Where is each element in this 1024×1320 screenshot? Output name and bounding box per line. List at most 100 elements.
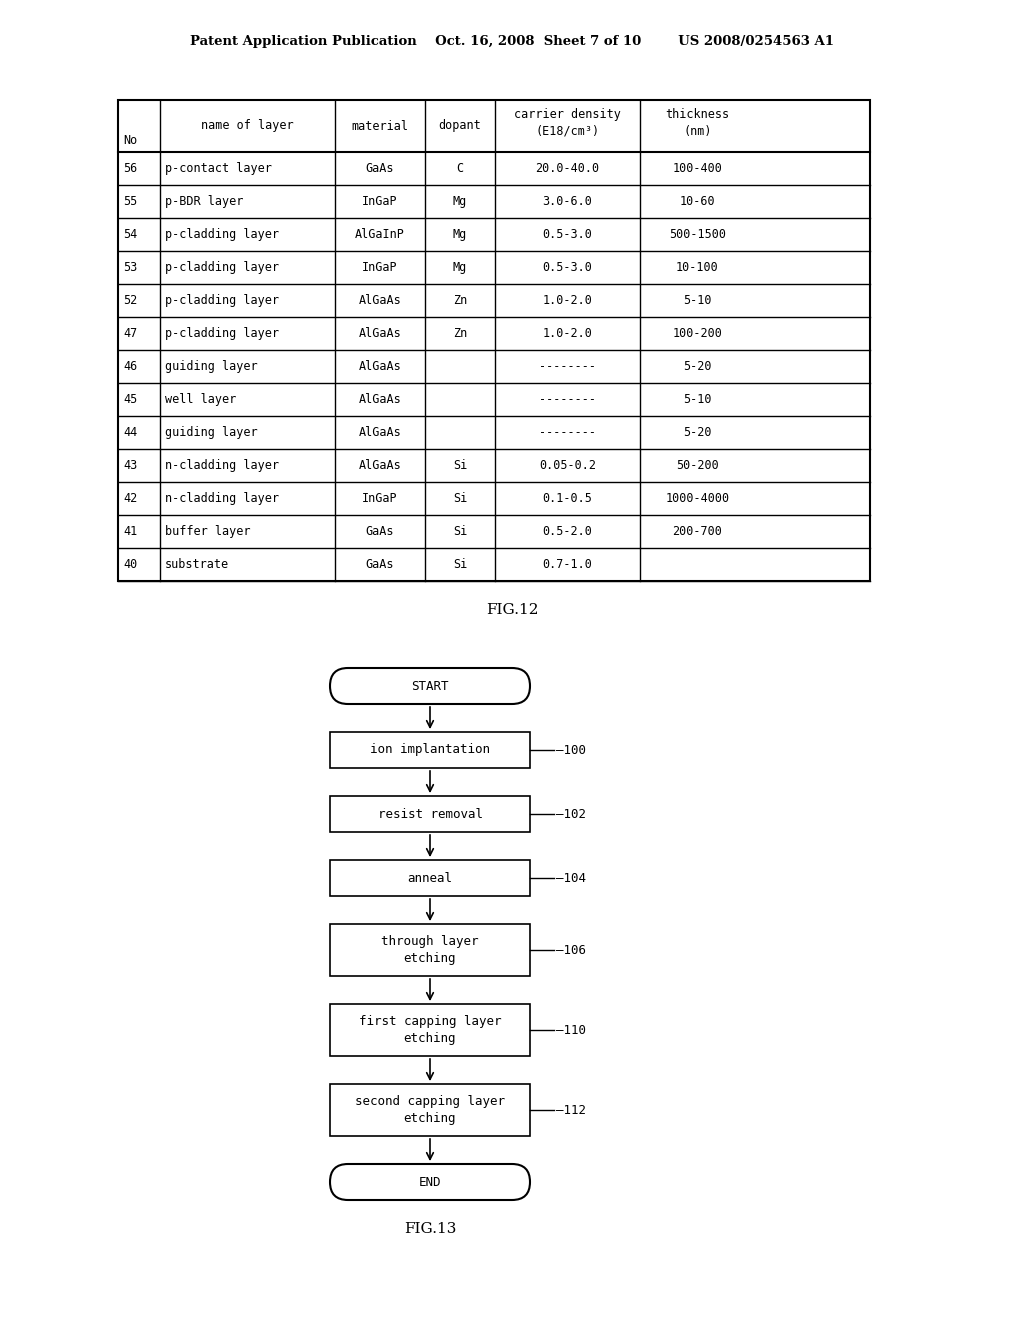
Text: START: START bbox=[412, 680, 449, 693]
Text: —106: —106 bbox=[556, 944, 586, 957]
Text: AlGaAs: AlGaAs bbox=[358, 360, 401, 374]
Text: 200-700: 200-700 bbox=[673, 525, 723, 539]
Text: AlGaAs: AlGaAs bbox=[358, 294, 401, 308]
Text: 54: 54 bbox=[123, 228, 137, 242]
Text: Zn: Zn bbox=[453, 294, 467, 308]
Text: AlGaAs: AlGaAs bbox=[358, 393, 401, 407]
Bar bbox=[330, 733, 530, 768]
Text: 500-1500: 500-1500 bbox=[669, 228, 726, 242]
Text: 5-20: 5-20 bbox=[683, 360, 712, 374]
Text: —110: —110 bbox=[556, 1023, 586, 1036]
Text: 1.0-2.0: 1.0-2.0 bbox=[543, 327, 593, 341]
Text: GaAs: GaAs bbox=[366, 558, 394, 572]
Text: 5-20: 5-20 bbox=[683, 426, 712, 440]
Text: 1.0-2.0: 1.0-2.0 bbox=[543, 294, 593, 308]
Text: 56: 56 bbox=[123, 162, 137, 176]
Text: —112: —112 bbox=[556, 1104, 586, 1117]
Text: n-cladding layer: n-cladding layer bbox=[165, 492, 279, 506]
Text: 0.5-2.0: 0.5-2.0 bbox=[543, 525, 593, 539]
Bar bbox=[330, 796, 530, 832]
Text: substrate: substrate bbox=[165, 558, 229, 572]
Text: Si: Si bbox=[453, 525, 467, 539]
Text: FIG.12: FIG.12 bbox=[485, 603, 539, 616]
Text: second capping layer
etching: second capping layer etching bbox=[355, 1096, 505, 1125]
Text: Mg: Mg bbox=[453, 228, 467, 242]
Text: guiding layer: guiding layer bbox=[165, 426, 258, 440]
Text: 45: 45 bbox=[123, 393, 137, 407]
Bar bbox=[118, 100, 870, 581]
Text: 42: 42 bbox=[123, 492, 137, 506]
Text: AlGaInP: AlGaInP bbox=[355, 228, 404, 242]
Text: buffer layer: buffer layer bbox=[165, 525, 251, 539]
Text: Mg: Mg bbox=[453, 261, 467, 275]
Text: Zn: Zn bbox=[453, 327, 467, 341]
Text: —100: —100 bbox=[556, 743, 586, 756]
Text: 100-200: 100-200 bbox=[673, 327, 723, 341]
Text: InGaP: InGaP bbox=[362, 261, 397, 275]
Text: Si: Si bbox=[453, 492, 467, 506]
Bar bbox=[330, 1005, 530, 1056]
Text: 0.5-3.0: 0.5-3.0 bbox=[543, 228, 593, 242]
Text: well layer: well layer bbox=[165, 393, 237, 407]
Text: 0.7-1.0: 0.7-1.0 bbox=[543, 558, 593, 572]
Text: —102: —102 bbox=[556, 808, 586, 821]
Text: 5-10: 5-10 bbox=[683, 393, 712, 407]
Text: InGaP: InGaP bbox=[362, 195, 397, 209]
Text: 0.5-3.0: 0.5-3.0 bbox=[543, 261, 593, 275]
Text: GaAs: GaAs bbox=[366, 525, 394, 539]
Bar bbox=[330, 924, 530, 975]
Text: first capping layer
etching: first capping layer etching bbox=[358, 1015, 502, 1045]
Text: 55: 55 bbox=[123, 195, 137, 209]
Text: 0.05-0.2: 0.05-0.2 bbox=[539, 459, 596, 473]
Text: 43: 43 bbox=[123, 459, 137, 473]
Text: p-cladding layer: p-cladding layer bbox=[165, 294, 279, 308]
Text: 5-10: 5-10 bbox=[683, 294, 712, 308]
Text: Si: Si bbox=[453, 558, 467, 572]
Text: FIG.13: FIG.13 bbox=[403, 1222, 456, 1236]
Text: END: END bbox=[419, 1176, 441, 1188]
Text: GaAs: GaAs bbox=[366, 162, 394, 176]
Text: 10-60: 10-60 bbox=[680, 195, 716, 209]
Bar bbox=[330, 861, 530, 896]
Text: 44: 44 bbox=[123, 426, 137, 440]
Text: p-cladding layer: p-cladding layer bbox=[165, 327, 279, 341]
Text: AlGaAs: AlGaAs bbox=[358, 426, 401, 440]
Text: --------: -------- bbox=[539, 426, 596, 440]
Text: p-cladding layer: p-cladding layer bbox=[165, 261, 279, 275]
Text: --------: -------- bbox=[539, 393, 596, 407]
Text: 50-200: 50-200 bbox=[676, 459, 719, 473]
Text: 0.1-0.5: 0.1-0.5 bbox=[543, 492, 593, 506]
Text: guiding layer: guiding layer bbox=[165, 360, 258, 374]
Text: Si: Si bbox=[453, 459, 467, 473]
Text: name of layer: name of layer bbox=[201, 120, 294, 132]
Text: 10-100: 10-100 bbox=[676, 261, 719, 275]
Text: Mg: Mg bbox=[453, 195, 467, 209]
Text: through layer
etching: through layer etching bbox=[381, 935, 479, 965]
Text: 100-400: 100-400 bbox=[673, 162, 723, 176]
Text: 46: 46 bbox=[123, 360, 137, 374]
Text: C: C bbox=[457, 162, 464, 176]
Text: carrier density
(E18/cm³): carrier density (E18/cm³) bbox=[514, 108, 621, 139]
Text: anneal: anneal bbox=[408, 871, 453, 884]
Text: —104: —104 bbox=[556, 871, 586, 884]
Text: 3.0-6.0: 3.0-6.0 bbox=[543, 195, 593, 209]
Text: No: No bbox=[123, 135, 137, 147]
Text: 47: 47 bbox=[123, 327, 137, 341]
Text: 41: 41 bbox=[123, 525, 137, 539]
Text: thickness
(nm): thickness (nm) bbox=[666, 108, 729, 139]
Text: 20.0-40.0: 20.0-40.0 bbox=[536, 162, 600, 176]
Text: Patent Application Publication    Oct. 16, 2008  Sheet 7 of 10        US 2008/02: Patent Application Publication Oct. 16, … bbox=[190, 36, 834, 48]
Text: 53: 53 bbox=[123, 261, 137, 275]
Text: n-cladding layer: n-cladding layer bbox=[165, 459, 279, 473]
Text: AlGaAs: AlGaAs bbox=[358, 327, 401, 341]
Text: InGaP: InGaP bbox=[362, 492, 397, 506]
Text: p-cladding layer: p-cladding layer bbox=[165, 228, 279, 242]
Text: 52: 52 bbox=[123, 294, 137, 308]
Text: resist removal: resist removal bbox=[378, 808, 482, 821]
Text: dopant: dopant bbox=[438, 120, 481, 132]
Bar bbox=[330, 1084, 530, 1137]
Text: material: material bbox=[351, 120, 409, 132]
Text: AlGaAs: AlGaAs bbox=[358, 459, 401, 473]
Text: 40: 40 bbox=[123, 558, 137, 572]
Text: --------: -------- bbox=[539, 360, 596, 374]
